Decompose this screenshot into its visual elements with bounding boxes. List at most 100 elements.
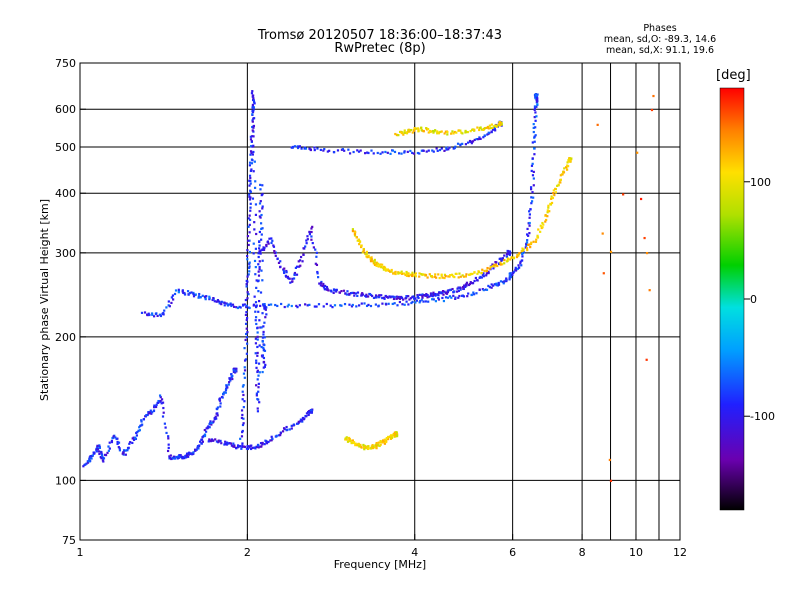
data-point [548,210,551,213]
data-point [301,260,304,263]
data-point [231,303,235,306]
data-point [376,151,379,155]
data-point [552,189,555,192]
data-point [264,363,267,367]
data-point [274,303,277,307]
data-point [477,138,480,141]
data-point [241,442,244,445]
y-tick-label: 300 [55,247,76,260]
chart-title: Tromsø 20120507 18:36:00–18:37:43 [257,28,503,43]
data-point [356,291,360,294]
grid [80,63,680,540]
data-point [502,282,505,285]
data-point [500,259,503,263]
data-point [533,107,537,110]
data-point [393,296,396,299]
data-point [251,153,254,156]
data-point [171,294,175,297]
data-point [316,272,319,275]
data-point [98,444,101,447]
data-point [249,202,252,205]
data-point [405,274,409,277]
data-point [450,296,453,299]
data-point [550,201,554,205]
data-point [246,331,249,334]
data-point [377,304,380,307]
x-tick-label: 2 [244,546,251,559]
data-point [149,409,152,412]
data-point [239,437,242,440]
data-point [183,292,186,295]
data-point [167,446,170,450]
data-point [365,295,368,298]
data-point [162,311,165,315]
data-point [441,296,444,300]
data-point [432,293,435,296]
data-point [243,400,246,403]
data-point [294,266,297,269]
data-point [454,296,457,299]
data-point [262,333,265,336]
data-point [366,256,369,259]
data-point [260,227,263,231]
data-point [257,310,260,313]
data-point [224,442,227,445]
data-point [197,295,201,298]
data-point [253,446,256,449]
data-point [262,366,265,369]
data-point [230,304,233,308]
data-point [390,295,393,298]
data-point [530,200,534,203]
data-point [397,296,400,300]
data-point [253,160,256,163]
data-point [437,296,440,300]
data-point [384,150,387,154]
data-point [335,288,338,291]
data-point [431,295,434,298]
data-point [252,150,255,154]
data-point [533,105,537,108]
data-point [118,449,122,452]
data-point [441,276,444,279]
data-point [254,265,257,269]
data-point [162,406,165,410]
data-point [326,287,329,290]
data-point [554,187,557,190]
data-point [352,150,355,154]
data-point [250,162,254,165]
data-point [516,267,520,270]
data-point [505,279,508,283]
data-point [363,448,366,451]
data-point [437,131,441,134]
data-point [650,108,654,112]
data-point [188,452,192,456]
data-point [225,443,229,446]
data-point [547,206,550,209]
data-point [252,242,255,245]
data-point [311,408,314,411]
data-point [422,149,425,152]
data-point [204,298,207,301]
data-point [394,132,397,136]
data-point [241,390,244,393]
data-point [291,277,294,280]
data-point [498,124,502,127]
data-point [563,167,566,170]
data-point [255,359,258,362]
data-point [248,446,251,449]
data-point [428,273,431,276]
data-point [379,439,382,443]
data-point [457,289,460,293]
data-point [235,367,238,370]
data-point [404,273,407,277]
data-point [438,276,441,280]
data-point [559,178,562,181]
data-point [242,384,245,387]
data-point [111,437,114,440]
data-point [442,293,445,296]
data-point [532,130,535,134]
data-point [463,284,466,287]
data-point [301,416,305,420]
data-point [442,299,446,303]
data-point [485,274,488,277]
